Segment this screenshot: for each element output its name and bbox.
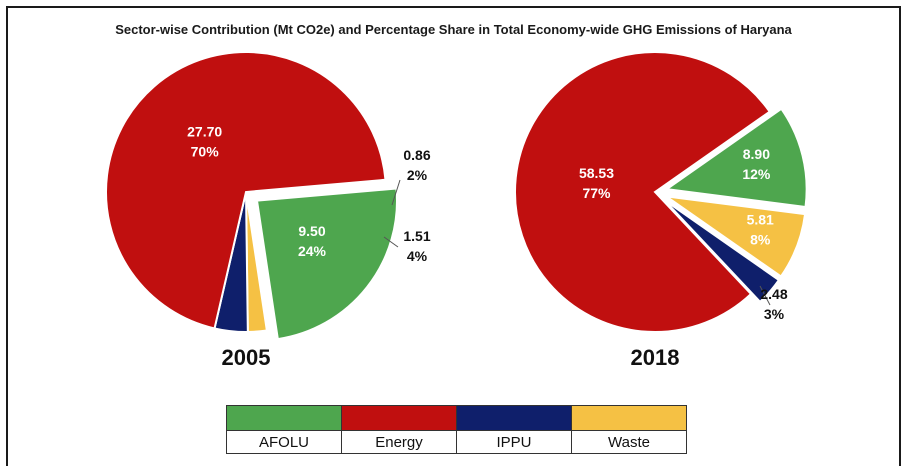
leader-line: [383, 236, 399, 248]
data-label-percent: 77%: [582, 185, 611, 201]
legend-label-ippu: IPPU: [456, 430, 572, 454]
legend-swatch-ippu: [456, 405, 572, 431]
data-label-percent: 24%: [298, 243, 327, 259]
data-label-percent: 12%: [742, 166, 771, 182]
data-label-percent: 8%: [750, 232, 771, 248]
data-label-value: 27.70: [187, 123, 222, 139]
data-label-value: 58.53: [579, 165, 614, 181]
pie-slice-afolu: [255, 187, 398, 341]
data-label-value: 0.86: [403, 147, 430, 163]
legend-swatch-energy: [341, 405, 457, 431]
data-label-value: 9.50: [298, 223, 325, 239]
legend: AFOLU Energy IPPU Waste: [226, 405, 687, 454]
chart-frame: [6, 6, 901, 466]
chart-title: Sector-wise Contribution (Mt CO2e) and P…: [115, 22, 792, 37]
pie-slice-afolu: [663, 107, 808, 209]
leader-line: [391, 179, 401, 206]
leader-line: [759, 285, 771, 306]
data-label-value: 8.90: [743, 146, 770, 162]
legend-swatch-waste: [571, 405, 687, 431]
pie-slice-energy: [105, 51, 387, 330]
data-label-percent: 3%: [764, 306, 785, 322]
pie-slice-energy: [514, 51, 772, 333]
data-label-percent: 70%: [191, 143, 220, 159]
legend-swatch-afolu: [226, 405, 342, 431]
pie-slice-waste: [665, 195, 807, 278]
pie-2018: 8.90 12% 5.81 8% 2.48 3% 58.53 77%: [514, 51, 808, 333]
data-label-percent: 4%: [407, 248, 428, 264]
pie-slice-ippu: [663, 199, 781, 304]
legend-label-energy: Energy: [341, 430, 457, 454]
legend-label-waste: Waste: [571, 430, 687, 454]
legend-label-afolu: AFOLU: [226, 430, 342, 454]
data-label-value: 5.81: [747, 212, 774, 228]
year-label-2018: 2018: [631, 345, 680, 370]
data-label-percent: 2%: [407, 167, 428, 183]
pie-2005: 9.50 24% 0.86 2% 1.51 4% 27.70 70%: [105, 51, 431, 341]
data-label-value: 1.51: [403, 228, 430, 244]
data-label-value: 2.48: [760, 286, 787, 302]
year-label-2005: 2005: [222, 345, 271, 370]
